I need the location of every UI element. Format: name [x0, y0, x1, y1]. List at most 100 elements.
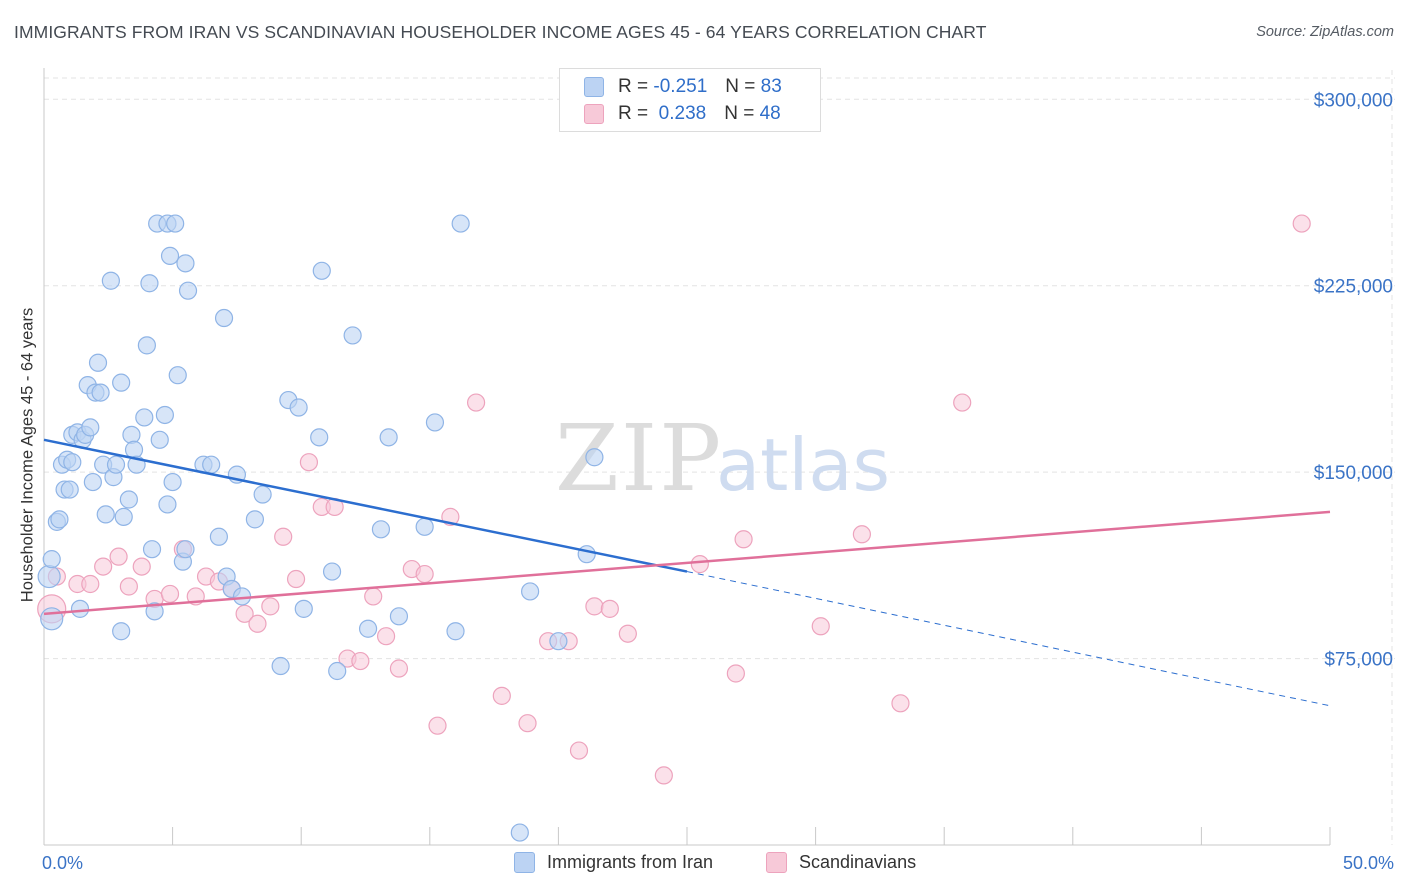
- point-immigrants-from-iran: [415, 517, 434, 536]
- point-scandinavians: [415, 564, 434, 584]
- point-scandinavians: [351, 651, 370, 671]
- point-immigrants-from-iran: [142, 540, 162, 559]
- y-tick-label: $150,000: [1314, 463, 1393, 484]
- point-immigrants-from-iran: [446, 622, 465, 641]
- legend-row-scandinavians: R = 0.238 N = 48: [584, 103, 781, 125]
- point-immigrants-from-iran: [81, 418, 100, 437]
- point-immigrants-from-iran: [178, 281, 198, 300]
- point-immigrants-from-iran: [119, 490, 138, 509]
- point-immigrants-from-iran: [63, 453, 82, 472]
- point-immigrants-from-iran: [135, 408, 154, 427]
- legend-swatch-iran: [514, 852, 535, 873]
- point-scandinavians: [1292, 214, 1311, 233]
- point-immigrants-from-iran: [91, 383, 110, 402]
- point-immigrants-from-iran: [160, 246, 180, 265]
- legend-n-value: 83: [760, 76, 782, 97]
- x-tick-label-min: 0.0%: [42, 853, 83, 873]
- legend-n-value: 48: [759, 103, 781, 124]
- point-scandinavians: [618, 624, 637, 643]
- point-scandinavians: [274, 527, 293, 546]
- point-immigrants-from-iran: [150, 430, 169, 449]
- point-immigrants-from-iran: [214, 308, 234, 328]
- point-scandinavians: [235, 604, 254, 623]
- legend-swatch-blue: [584, 77, 604, 97]
- trendlines: [43, 438, 1331, 707]
- point-scandinavians: [734, 530, 753, 549]
- point-scandinavians: [364, 587, 383, 606]
- point-immigrants-from-iran: [253, 485, 272, 504]
- x-tick-label-max: 50.0%: [1343, 853, 1394, 873]
- point-immigrants-from-iran: [371, 520, 391, 539]
- point-scandinavians: [428, 716, 447, 735]
- point-scandinavians: [690, 555, 709, 574]
- legend-r-label: R =: [618, 76, 649, 97]
- legend-item-iran[interactable]: Immigrants from Iran: [514, 852, 713, 873]
- point-scandinavians: [585, 597, 604, 616]
- legend-r-value: 0.238: [658, 103, 707, 124]
- series-immigrants-from-iran: [37, 214, 604, 842]
- series-scandinavians: [37, 214, 1311, 785]
- point-immigrants-from-iran: [294, 599, 313, 618]
- point-immigrants-from-iran: [521, 582, 540, 601]
- point-immigrants-from-iran: [176, 540, 195, 559]
- point-scandinavians: [94, 557, 113, 576]
- point-immigrants-from-iran: [106, 455, 126, 474]
- point-immigrants-from-iran: [137, 336, 156, 355]
- point-immigrants-from-iran: [389, 607, 409, 626]
- point-immigrants-from-iran: [425, 413, 445, 432]
- point-immigrants-from-iran: [271, 656, 290, 676]
- y-tick-label: $300,000: [1314, 90, 1393, 111]
- point-immigrants-from-iran: [202, 455, 221, 474]
- point-immigrants-from-iran: [122, 425, 141, 444]
- point-immigrants-from-iran: [358, 619, 378, 638]
- point-scandinavians: [726, 664, 745, 683]
- point-immigrants-from-iran: [112, 373, 131, 392]
- point-scandinavians: [248, 614, 267, 633]
- point-immigrants-from-iran: [166, 214, 185, 233]
- point-scandinavians: [160, 584, 180, 604]
- point-scandinavians: [600, 599, 619, 618]
- point-immigrants-from-iran: [96, 505, 115, 524]
- legend-item-scandinavians[interactable]: Scandinavians: [766, 852, 916, 873]
- axes: [43, 68, 1331, 846]
- point-immigrants-from-iran: [83, 472, 102, 492]
- point-immigrants-from-iran: [88, 353, 108, 372]
- point-scandinavians: [953, 393, 972, 412]
- point-scandinavians: [132, 557, 151, 576]
- point-immigrants-from-iran: [312, 261, 331, 280]
- point-immigrants-from-iran: [60, 480, 79, 499]
- point-immigrants-from-iran: [168, 366, 187, 385]
- point-scandinavians: [852, 525, 871, 544]
- point-immigrants-from-iran: [510, 823, 529, 842]
- trendline-scandinavians: [43, 510, 1331, 616]
- point-immigrants-from-iran: [577, 545, 596, 564]
- point-scandinavians: [261, 597, 280, 616]
- point-scandinavians: [119, 577, 138, 596]
- legend-row-iran: R = -0.251 N = 83: [584, 76, 782, 98]
- source-label: Source: ZipAtlas.com: [1256, 24, 1394, 40]
- point-immigrants-from-iran: [101, 271, 120, 290]
- point-immigrants-from-iran: [124, 440, 144, 459]
- point-immigrants-from-iran: [176, 254, 195, 273]
- point-scandinavians: [466, 393, 486, 412]
- correlation-legend: R = -0.251 N = 83 R = 0.238 N = 48: [559, 68, 821, 132]
- point-immigrants-from-iran: [112, 622, 131, 641]
- point-scandinavians: [286, 569, 306, 589]
- legend-n-label: N =: [725, 76, 756, 97]
- point-immigrants-from-iran: [245, 510, 265, 529]
- point-scandinavians: [109, 547, 128, 566]
- point-immigrants-from-iran: [585, 448, 604, 467]
- point-scandinavians: [81, 574, 100, 594]
- point-immigrants-from-iran: [140, 274, 159, 293]
- point-scandinavians: [654, 766, 673, 785]
- point-immigrants-from-iran: [322, 562, 342, 581]
- point-scandinavians: [389, 659, 409, 678]
- point-immigrants-from-iran: [158, 495, 177, 514]
- legend-label-iran: Immigrants from Iran: [547, 852, 714, 872]
- legend-swatch-pink: [584, 104, 604, 124]
- watermark-zip: ZIP: [555, 405, 723, 512]
- tick-labels: $75,000 $150,000 $225,000 $300,000 0.0% 50.0%: [42, 90, 1394, 873]
- point-scandinavians: [299, 453, 319, 472]
- y-axis-title-wrap: Householder Income Ages 45 - 64 years: [0, 270, 56, 640]
